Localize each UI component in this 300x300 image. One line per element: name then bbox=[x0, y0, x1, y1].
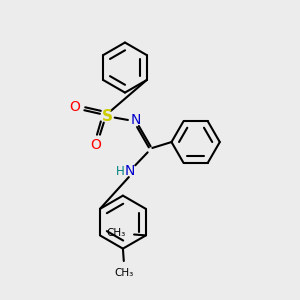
Text: O: O bbox=[90, 138, 101, 152]
Text: CH₃: CH₃ bbox=[115, 268, 134, 278]
Text: O: O bbox=[70, 100, 80, 114]
Text: N: N bbox=[125, 164, 136, 178]
Text: H: H bbox=[116, 165, 124, 178]
Text: CH₃: CH₃ bbox=[106, 228, 126, 238]
Text: S: S bbox=[102, 109, 113, 124]
Text: N: N bbox=[131, 113, 141, 127]
